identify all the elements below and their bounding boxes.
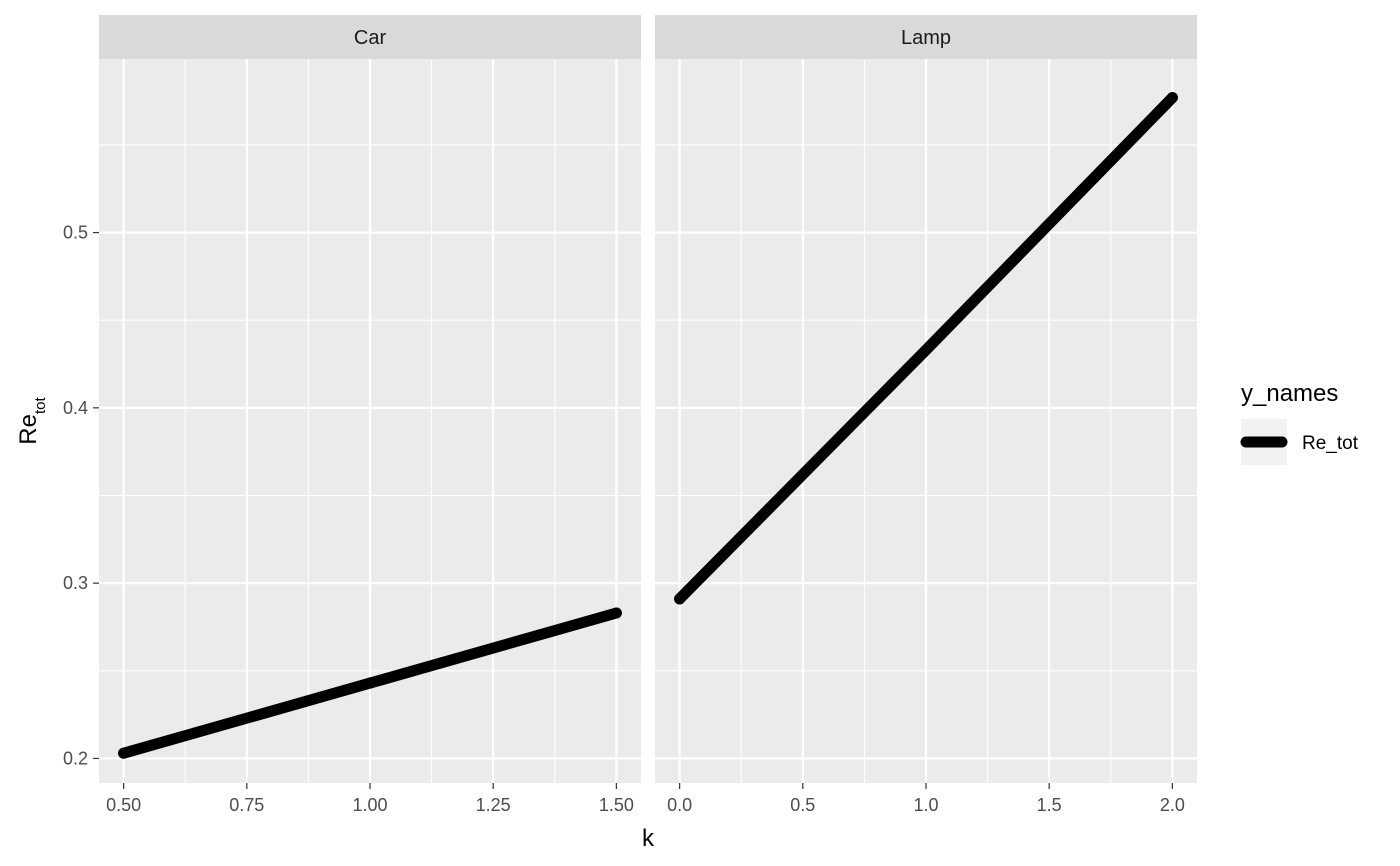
x-tick-label: 1.00 <box>352 795 387 815</box>
x-axis-title: k <box>642 825 655 852</box>
x-tick-label: 1.0 <box>913 795 938 815</box>
legend-title: y_names <box>1241 380 1338 407</box>
panel-lamp: Lamp 0.0 0.5 1.0 1.5 2.0 <box>655 15 1197 815</box>
data-point <box>610 607 622 619</box>
x-tick-label: 1.50 <box>599 795 634 815</box>
y-axis-title: Retot <box>15 396 49 444</box>
y-tick-label: 0.5 <box>63 223 88 243</box>
x-tick-label: 0.75 <box>229 795 264 815</box>
strip-label: Car <box>354 27 387 49</box>
strip-background <box>655 15 1197 59</box>
data-point <box>1166 92 1178 104</box>
y-tick-label: 0.3 <box>63 573 88 593</box>
data-point <box>364 677 376 689</box>
y-axis: 0.2 0.3 0.4 0.5 <box>63 223 99 768</box>
strip-background <box>99 15 641 59</box>
x-tick-label: 2.0 <box>1160 795 1185 815</box>
x-tick-label: 1.5 <box>1037 795 1062 815</box>
chart-panels: Car 0.50 0.75 1.00 1.25 1.50 Lamp 0.0 0.5 1.0 1.5 2… <box>99 15 1197 815</box>
data-point <box>674 593 686 605</box>
data-point <box>118 747 130 759</box>
strip-label: Lamp <box>901 27 951 49</box>
y-tick-label: 0.4 <box>63 398 88 418</box>
x-tick-label: 1.25 <box>476 795 511 815</box>
x-tick-label: 0.0 <box>667 795 692 815</box>
y-axis-title-main: Re <box>15 414 42 445</box>
y-tick-label: 0.2 <box>63 748 88 768</box>
x-tick-label: 0.50 <box>106 795 141 815</box>
y-axis-title-subscript: tot <box>32 396 49 414</box>
legend-entries: Re_tot <box>1240 419 1359 465</box>
x-tick-label: 0.5 <box>790 795 815 815</box>
panel-car: Car 0.50 0.75 1.00 1.25 1.50 <box>99 15 641 815</box>
legend: y_names Re_tot <box>1240 380 1359 465</box>
legend-label: Re_tot <box>1302 433 1359 454</box>
data-point <box>920 344 932 356</box>
